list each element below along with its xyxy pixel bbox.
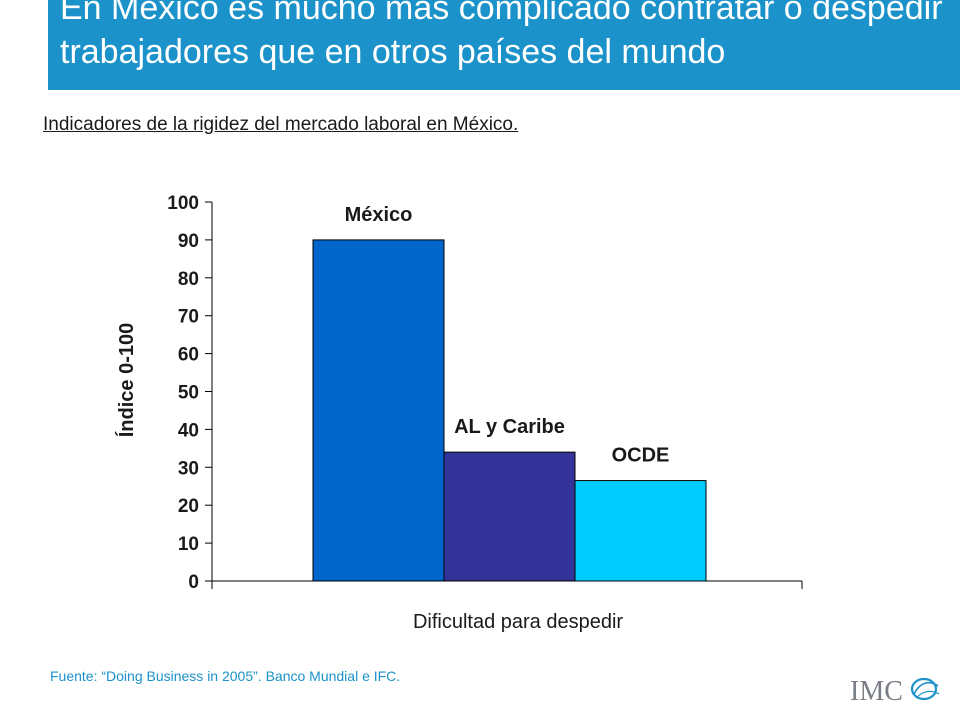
x-axis-label: Dificultad para despedir — [413, 611, 623, 633]
y-tick-label: 60 — [178, 345, 199, 366]
bar-1 — [443, 451, 576, 582]
source-note: Fuente: “Doing Business in 2005”. Banco … — [50, 668, 401, 684]
y-tick-label: 0 — [188, 572, 199, 593]
bars: México AL y Caribe OCDE — [312, 204, 707, 582]
bar-label-0: México — [345, 204, 413, 226]
bar-label-2: OCDE — [612, 445, 670, 467]
imco-logo: IMC — [850, 676, 940, 707]
bar-2 — [574, 480, 707, 582]
y-tick-label: 40 — [178, 420, 199, 441]
bar-0 — [312, 239, 445, 582]
page-title: En México es mucho más complicado contra… — [60, 0, 943, 71]
y-tick-label: 30 — [178, 458, 199, 479]
y-tick-label: 100 — [167, 193, 199, 214]
y-axis-label: Índice 0-100 — [115, 323, 138, 438]
y-tick-label: 50 — [178, 383, 199, 404]
chart-subtitle: Indicadores de la rigidez del mercado la… — [43, 114, 519, 135]
y-axis-ticks: 0 10 20 30 40 50 60 70 80 90 100 — [167, 193, 212, 593]
y-tick-label: 80 — [178, 269, 199, 290]
title-bar: En México es mucho más complicado contra… — [48, 0, 960, 90]
y-tick-label: 10 — [178, 534, 199, 555]
svg-text:IMC: IMC — [850, 676, 903, 707]
y-tick-label: 90 — [178, 231, 199, 252]
y-tick-label: 70 — [178, 307, 199, 328]
bar-label-1: AL y Caribe — [454, 416, 565, 438]
y-tick-label: 20 — [178, 496, 199, 517]
